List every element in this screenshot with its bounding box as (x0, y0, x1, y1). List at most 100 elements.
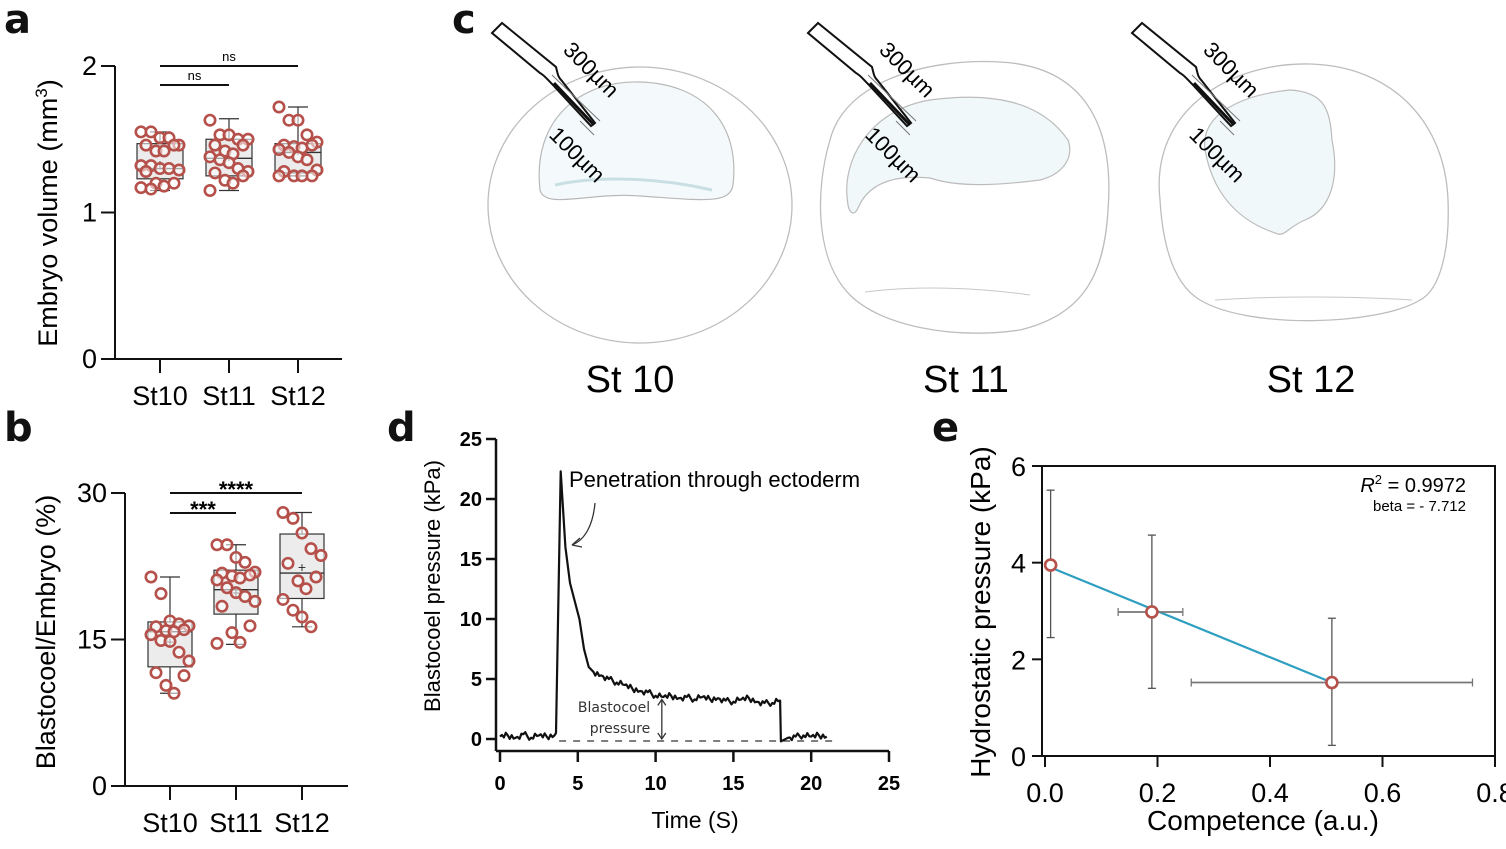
data-point (149, 666, 163, 680)
significance-label: *** (190, 497, 216, 522)
annotation-blastocoel-line2: pressure (590, 721, 650, 737)
scale-bar-100 (579, 120, 595, 136)
data-point (281, 556, 295, 570)
embryo-outline (819, 60, 1110, 334)
panel-d-pressure-trace: Blastocoel pressure (kPa) Time (S) 0 5 10 1… (420, 429, 900, 833)
data-point (134, 181, 148, 195)
y-tick-label: 20 (460, 489, 482, 511)
y-tick-label: 2 (1011, 645, 1026, 675)
panel-b-ylabel: Blastocoel/Embryo (%) (31, 495, 61, 770)
data-point (276, 506, 290, 520)
scale-bar-300 (551, 74, 601, 122)
data-point (222, 156, 236, 170)
annotation-arrow (571, 502, 596, 546)
data-point (225, 626, 239, 640)
data-point (236, 138, 250, 152)
blastocoel-cavity (1204, 89, 1336, 235)
y-tick-label: 5 (471, 669, 482, 691)
data-point (236, 169, 250, 183)
data-point (309, 570, 323, 584)
data-point (300, 153, 314, 167)
data-point (210, 573, 224, 587)
data-point (243, 619, 257, 633)
data-point (286, 603, 300, 617)
panel-a-boxplot: Embryo volume (mm3) 0 1 2 St10 St11 St12 ns n… (32, 49, 342, 411)
box-mean-marker: + (298, 559, 306, 575)
x-tick-label: St12 (274, 808, 330, 838)
embryo-outline (1158, 63, 1449, 322)
data-point (172, 645, 186, 659)
panel-letter-c: c (452, 0, 476, 43)
significance-label: **** (219, 477, 254, 502)
panel-letter-b: b (4, 405, 33, 451)
data-point (177, 623, 191, 637)
data-point (177, 669, 191, 683)
data-point (203, 184, 217, 198)
scale-bar-100 (895, 120, 911, 136)
blastocoel-floor (554, 177, 713, 192)
y-tick-label: 30 (77, 478, 107, 508)
x-tick-label: St10 (142, 808, 198, 838)
pressure-trace-line (499, 470, 828, 743)
data-point (167, 686, 181, 700)
x-tick-label: St11 (202, 381, 256, 411)
data-point (1043, 558, 1058, 572)
x-tick-label: 0.4 (1251, 778, 1289, 808)
y-tick-label: 25 (460, 429, 482, 451)
data-point (144, 125, 158, 139)
data-point (157, 179, 171, 193)
scale-bar-300 (1191, 74, 1241, 122)
y-tick-label: 6 (1011, 452, 1026, 482)
stage-label: St 12 (1267, 359, 1356, 401)
data-point (238, 555, 252, 569)
x-tick-label: 0 (494, 773, 505, 795)
panel-e-ylabel: Hydrostatic pressure (kPa) (965, 446, 996, 777)
data-point (314, 549, 328, 563)
y-tick-label: 0 (92, 771, 107, 801)
x-tick-label: St10 (132, 381, 188, 411)
panel-e-xlabel: Competence (a.u.) (1147, 805, 1379, 836)
x-tick-label: 0.8 (1476, 778, 1506, 808)
blastocoel-arrowheads (657, 698, 667, 741)
data-point (1325, 675, 1339, 690)
data-point (159, 678, 173, 692)
scale-bar-100 (1219, 120, 1235, 136)
panel-e-r2: R2 = 0.9972 (1360, 472, 1466, 497)
y-tick-label: 2 (82, 51, 97, 81)
x-tick-label: 20 (800, 773, 822, 795)
data-point (238, 590, 252, 604)
data-point (203, 113, 217, 127)
embryo-diagram-st10 (487, 66, 793, 344)
data-point (215, 599, 229, 613)
data-point (144, 570, 158, 584)
x-tick-label: 25 (878, 773, 900, 795)
data-point (139, 138, 153, 152)
x-tick-label: 15 (722, 773, 744, 795)
yolk-boundary (864, 287, 1031, 296)
data-point (233, 635, 247, 649)
yolk-boundary (1214, 296, 1413, 301)
panel-letter-a: a (4, 0, 31, 43)
data-point (226, 176, 240, 190)
significance-label: ns (188, 68, 202, 83)
data-point (299, 582, 313, 596)
panel-a-ylabel-sup: 3 (32, 88, 51, 97)
panel-e-beta: beta = - 7.712 (1373, 498, 1466, 515)
x-tick-label: 10 (644, 773, 666, 795)
data-point (304, 542, 318, 556)
data-point (300, 128, 314, 142)
y-tick-label: 0 (471, 729, 482, 751)
stage-label: St 11 (923, 359, 1009, 401)
panel-d-xlabel: Time (S) (651, 807, 738, 833)
x-tick-label: 5 (572, 773, 583, 795)
x-tick-label: St12 (270, 381, 326, 411)
data-point (272, 169, 286, 183)
data-point (286, 511, 300, 525)
data-point (172, 163, 186, 177)
x-tick-label: 0.2 (1139, 778, 1177, 808)
embryo-diagram-st11 (819, 60, 1110, 334)
data-point (208, 138, 222, 152)
data-point (291, 113, 305, 127)
data-point (295, 526, 309, 540)
